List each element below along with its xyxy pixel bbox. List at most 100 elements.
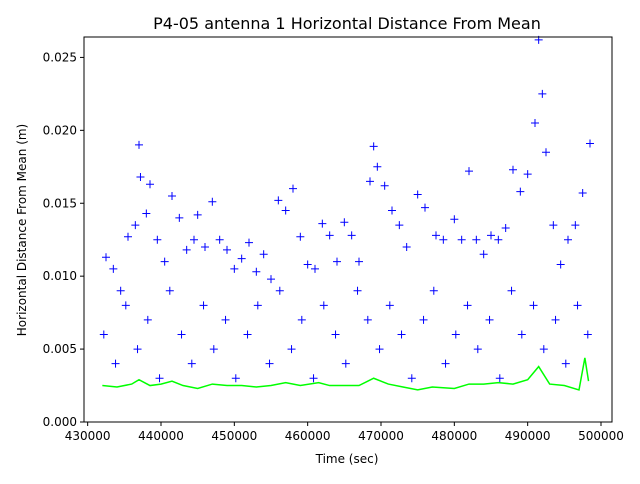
x-tick-label: 460000 (285, 429, 331, 443)
point (564, 235, 572, 244)
point (133, 345, 142, 354)
y-tick-label: 0.010 (43, 269, 77, 283)
point (516, 187, 525, 196)
point (366, 177, 374, 186)
point (177, 330, 186, 339)
point (136, 173, 145, 181)
point (215, 235, 224, 244)
point (373, 162, 382, 171)
point (296, 232, 305, 241)
point (395, 221, 404, 230)
x-tick-label: 430000 (65, 429, 111, 443)
point (165, 286, 174, 295)
point (571, 221, 580, 230)
point (439, 235, 448, 244)
point (245, 238, 253, 247)
x-tick-label: 470000 (358, 429, 404, 443)
point (193, 210, 202, 219)
point (168, 191, 176, 200)
point (485, 315, 494, 324)
point (523, 170, 532, 179)
point (539, 345, 548, 354)
point (385, 301, 394, 310)
point (208, 197, 217, 206)
point (199, 301, 208, 310)
point (363, 315, 372, 324)
point (561, 359, 570, 368)
point (289, 184, 297, 193)
x-tick-label: 480000 (431, 429, 477, 443)
point (109, 264, 118, 273)
point (116, 286, 125, 295)
y-tick-label: 0.020 (43, 123, 77, 137)
point (451, 330, 460, 339)
point (333, 257, 341, 266)
point (487, 231, 495, 240)
point (531, 119, 539, 128)
x-tick-label: 440000 (138, 429, 184, 443)
point (201, 243, 209, 251)
point (237, 254, 246, 263)
point (538, 89, 547, 98)
point (429, 286, 438, 295)
point (325, 231, 334, 240)
point (121, 301, 130, 310)
point (369, 142, 378, 151)
point (252, 267, 261, 276)
point (318, 219, 327, 228)
point (573, 301, 582, 310)
point (124, 232, 132, 241)
point (175, 213, 184, 222)
point (529, 301, 538, 310)
point (583, 330, 592, 339)
point (209, 345, 218, 354)
point (267, 275, 275, 284)
point (413, 190, 422, 199)
point (402, 243, 411, 251)
x-axis-label: Time (sec) (315, 452, 379, 466)
point (187, 359, 196, 368)
point (303, 260, 312, 269)
point (265, 359, 274, 368)
point (556, 260, 565, 269)
x-tick-label: 450000 (211, 429, 257, 443)
point (331, 330, 340, 339)
point (160, 257, 169, 266)
point (549, 221, 558, 230)
point (507, 286, 516, 295)
point (388, 206, 396, 215)
point (479, 250, 488, 259)
point (432, 231, 440, 240)
point (494, 235, 503, 244)
point (495, 374, 504, 383)
point (131, 221, 140, 230)
y-tick-label: 0.005 (43, 342, 77, 356)
x-tick-label: 500000 (578, 429, 624, 443)
point (146, 180, 154, 189)
point (143, 315, 152, 324)
point (309, 374, 318, 383)
point (551, 315, 560, 324)
point (297, 315, 306, 324)
point (340, 218, 349, 227)
x-tick-label: 490000 (505, 429, 551, 443)
point (463, 301, 472, 310)
point (586, 139, 594, 148)
y-tick-label: 0.015 (43, 196, 77, 210)
point (542, 148, 550, 157)
point (259, 250, 268, 259)
point (230, 264, 239, 273)
point (355, 257, 363, 266)
y-tick-label: 0.000 (43, 415, 77, 429)
y-tick-label: 0.025 (43, 50, 77, 64)
point (142, 209, 151, 218)
point (465, 167, 473, 176)
point (102, 253, 110, 262)
point (375, 345, 384, 354)
line (102, 357, 590, 391)
point (311, 264, 319, 273)
point (450, 215, 459, 224)
point (275, 286, 284, 295)
point (397, 330, 406, 339)
